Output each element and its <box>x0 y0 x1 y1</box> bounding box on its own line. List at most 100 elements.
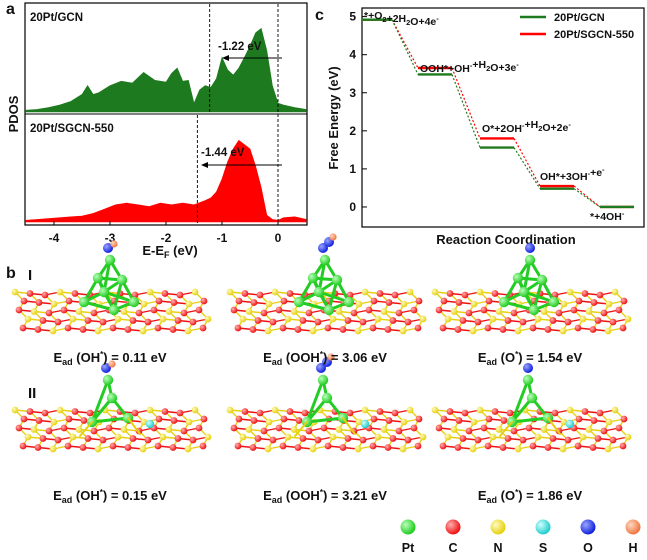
bond <box>547 417 561 435</box>
atom-C <box>250 299 258 306</box>
atom-Pt <box>108 304 120 316</box>
step-label: O*+2OH-+H2O+2e- <box>482 119 571 135</box>
atom-N <box>611 288 619 296</box>
legend-label-sgcn: 20Pt/SGCN-550 <box>554 29 634 41</box>
atom-C <box>410 424 418 432</box>
atom-C <box>461 409 469 417</box>
atom-N <box>559 445 567 453</box>
atom-C <box>241 290 249 297</box>
atom-C <box>161 290 169 297</box>
atom-N <box>49 327 57 335</box>
free-energy-y-axis-label: Free Energy (eV) <box>326 66 341 169</box>
atom-C <box>109 324 117 332</box>
eads-e: E <box>53 488 62 503</box>
atom-C <box>124 444 132 451</box>
atom-O <box>525 243 535 253</box>
atom-C <box>286 408 294 415</box>
pdos-x-tick-label: -3 <box>105 231 116 245</box>
atom-C <box>344 317 352 324</box>
atom-H <box>110 240 118 248</box>
atom-N <box>444 433 452 441</box>
atom-C <box>575 415 583 423</box>
atom-N <box>534 433 542 441</box>
pdos-x-ticks: -4 -3 -2 -1 0 <box>49 221 282 245</box>
atom-N <box>309 445 317 453</box>
atom-N <box>69 315 77 323</box>
d-band-label-gcn: -1.22 eV <box>218 41 262 53</box>
atom-C <box>234 324 242 332</box>
atom-N <box>290 426 298 433</box>
atom-C <box>454 444 462 451</box>
atom-C <box>620 415 628 423</box>
atom-N <box>271 406 279 414</box>
eads-adsorbate: (OOH <box>282 350 320 365</box>
legend-atom-C <box>445 519 461 535</box>
atom-Pt <box>524 254 536 266</box>
atom-C <box>485 415 493 423</box>
atom-C <box>169 444 177 451</box>
atom-N <box>75 308 83 315</box>
atom-C <box>150 306 158 314</box>
atom-C <box>71 290 79 297</box>
bond <box>510 416 550 424</box>
atom-N <box>56 406 64 414</box>
atom-C <box>499 444 507 451</box>
atom-C <box>600 309 608 317</box>
atom-C <box>529 442 537 450</box>
atom-C <box>15 424 23 432</box>
bond <box>305 378 325 424</box>
atom-N <box>514 327 522 335</box>
d-band-arrowhead-gcn <box>222 55 229 61</box>
series-label-sgcn: 20Pt/SGCN-550 <box>30 123 114 135</box>
atom-N <box>245 308 253 315</box>
atom-N <box>335 308 343 315</box>
atom-C <box>491 408 499 415</box>
atom-C <box>295 417 303 424</box>
pdos-x-tick-label: 0 <box>275 231 282 245</box>
atom-C <box>506 409 514 417</box>
atom-C <box>129 435 137 442</box>
atom-C <box>90 309 98 317</box>
free-energy-y-tick-label: 2 <box>349 124 356 138</box>
free-energy-y-tick-label: 0 <box>349 200 356 214</box>
atom-N <box>624 433 632 441</box>
energy-connector <box>451 67 481 139</box>
structure-1-OH <box>11 240 212 335</box>
atom-C <box>180 309 188 317</box>
eads-value: ) = 1.86 eV <box>518 488 582 503</box>
atom-N <box>380 426 388 433</box>
pdos-x-tick-label: -1 <box>217 231 228 245</box>
atom-C <box>314 436 322 444</box>
atom-N <box>94 327 102 335</box>
atom-N <box>624 315 632 323</box>
bond <box>522 258 532 294</box>
atom-C <box>581 408 589 415</box>
atom-C <box>474 436 482 444</box>
atom-C <box>200 415 208 423</box>
atom-C <box>135 309 143 317</box>
atom-N <box>470 418 478 426</box>
atom-C <box>370 415 378 423</box>
atom-Pt <box>526 392 538 404</box>
atom-C <box>54 436 62 444</box>
atom-Pt <box>293 296 305 308</box>
atom-C <box>440 297 448 305</box>
atom-N <box>75 426 83 433</box>
atom-C <box>305 309 313 317</box>
atom-C <box>594 435 602 442</box>
step-label: OOH*+OH-+H2O+3e- <box>420 59 519 75</box>
atom-N <box>24 433 32 441</box>
atom-C <box>45 309 53 317</box>
atom-C <box>161 408 169 415</box>
step-label-part: 2 <box>538 124 542 133</box>
atom-C <box>519 318 527 326</box>
pdos-x-tick-label: -4 <box>49 231 60 245</box>
atom-C <box>551 291 559 299</box>
atom-C <box>20 297 28 305</box>
atom-C <box>439 324 447 332</box>
bond <box>305 416 345 424</box>
atom-C <box>590 417 598 424</box>
atom-S <box>565 419 575 429</box>
atom-C <box>369 324 377 332</box>
adsorption-energy: Ead (O*) = 1.54 eV <box>478 350 583 367</box>
